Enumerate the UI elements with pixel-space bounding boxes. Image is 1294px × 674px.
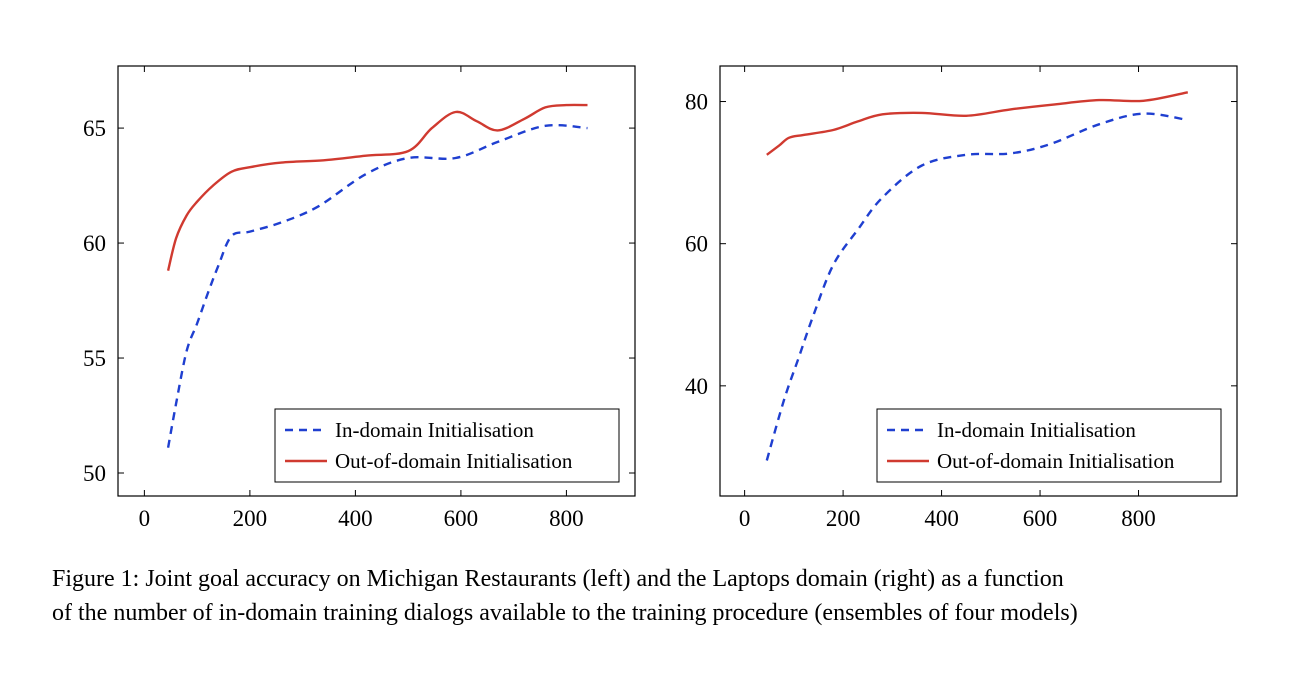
y-tick-label: 55 bbox=[83, 346, 106, 371]
x-tick-label: 800 bbox=[1121, 506, 1156, 531]
axes-frame bbox=[117, 65, 636, 497]
y-tick-label: 50 bbox=[83, 461, 106, 486]
y-tick-label: 65 bbox=[83, 116, 106, 141]
legend: In-domain Initialisation Out-of-domain In… bbox=[274, 408, 620, 483]
chart-left: 0 200 400 600 800 50 55 60 65 In-domain Initialis… bbox=[83, 65, 636, 531]
legend-label: In-domain Initialisation bbox=[335, 418, 534, 442]
series-line-in-domain bbox=[166, 123, 588, 448]
x-tick-label: 600 bbox=[1023, 506, 1058, 531]
legend-box bbox=[274, 408, 620, 483]
x-tick-label: 800 bbox=[549, 506, 584, 531]
legend-label: Out-of-domain Initialisation bbox=[335, 449, 573, 473]
axes-frame bbox=[719, 65, 1238, 497]
y-tick-label: 60 bbox=[685, 232, 708, 257]
y-tick-label: 40 bbox=[685, 374, 708, 399]
legend: In-domain Initialisation Out-of-domain In… bbox=[876, 408, 1222, 483]
x-tick-label: 400 bbox=[338, 506, 373, 531]
x-tick-label: 600 bbox=[444, 506, 479, 531]
x-tick-label: 200 bbox=[826, 506, 861, 531]
figure-caption: Figure 1: Joint goal accuracy on Michiga… bbox=[52, 562, 1272, 630]
x-tick-label: 0 bbox=[739, 506, 751, 531]
x-tick-label: 400 bbox=[924, 506, 959, 531]
y-tick-label: 80 bbox=[685, 90, 708, 115]
legend-label: In-domain Initialisation bbox=[937, 418, 1136, 442]
series-line-out-of-domain bbox=[166, 103, 588, 271]
chart-right: 0 200 400 600 800 40 60 80 In-domain Initialisat… bbox=[685, 65, 1238, 531]
x-tick-label: 200 bbox=[233, 506, 268, 531]
y-tick-label: 60 bbox=[83, 231, 106, 256]
series-line-out-of-domain bbox=[766, 91, 1189, 156]
legend-label: Out-of-domain Initialisation bbox=[937, 449, 1175, 473]
x-tick-label: 0 bbox=[139, 506, 151, 531]
caption-line-1: Figure 1: Joint goal accuracy on Michiga… bbox=[52, 566, 1064, 592]
series-line-in-domain bbox=[765, 112, 1188, 461]
legend-box bbox=[876, 408, 1222, 483]
caption-line-2: of the number of in-domain training dial… bbox=[52, 600, 1078, 626]
